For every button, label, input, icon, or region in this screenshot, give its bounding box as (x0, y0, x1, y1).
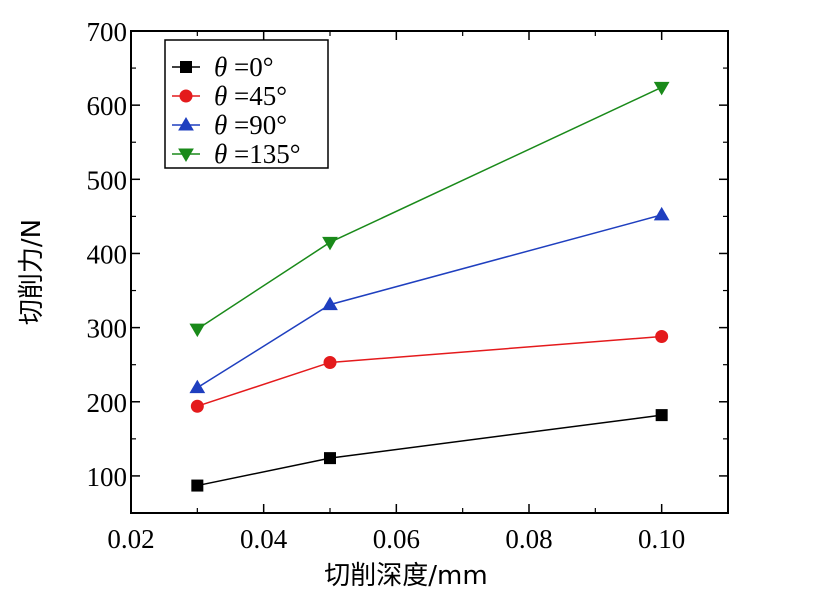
legend-label: θ =90° (214, 110, 287, 140)
legend-marker (180, 61, 192, 73)
series-line (196, 214, 662, 389)
data-point (190, 399, 204, 413)
data-point (324, 452, 336, 465)
y-tick-label: 400 (87, 239, 128, 269)
x-tick-label: 0.02 (107, 524, 154, 554)
data-point (653, 206, 670, 221)
y-tick-label: 300 (87, 314, 128, 344)
series-markers-group (189, 81, 670, 492)
y-tick-label: 500 (87, 165, 128, 195)
data-point (191, 479, 204, 492)
data-point (653, 81, 670, 96)
x-tick-label: 0.10 (638, 524, 685, 554)
legend-marker (178, 117, 194, 131)
ticks-group: 0.02 0.04 0.06 0.08 0.10 100 200 300 400 500 600 70… (87, 17, 728, 554)
legend-box (164, 39, 329, 169)
y-tick-label: 700 (87, 17, 128, 47)
legend-label: θ =135° (214, 139, 301, 169)
legend-marker (179, 89, 193, 103)
x-tick-label: 0.04 (240, 524, 288, 554)
y-tick-label: 100 (87, 462, 128, 492)
series-line (197, 335, 662, 407)
data-point (655, 409, 668, 422)
x-tick-label: 0.08 (505, 524, 552, 554)
data-point (322, 296, 338, 311)
legend-label: θ =45° (214, 81, 287, 111)
data-point (189, 379, 206, 394)
plot-frame (130, 30, 729, 514)
y-tick-label: 600 (87, 91, 128, 121)
data-point (189, 323, 206, 338)
x-tick-label: 0.06 (373, 524, 420, 554)
series-line (197, 414, 662, 487)
data-point (655, 330, 669, 344)
y-axis-title: 切削力/N (17, 219, 47, 325)
data-point (322, 236, 338, 251)
legend-label: θ =0° (214, 52, 274, 82)
x-axis-title: 切削深度/mm (324, 561, 487, 591)
y-tick-label: 200 (87, 388, 128, 418)
legend: θ =0°θ =45°θ =90°θ =135° (164, 39, 329, 169)
data-point (323, 355, 337, 369)
legend-marker (178, 148, 194, 162)
